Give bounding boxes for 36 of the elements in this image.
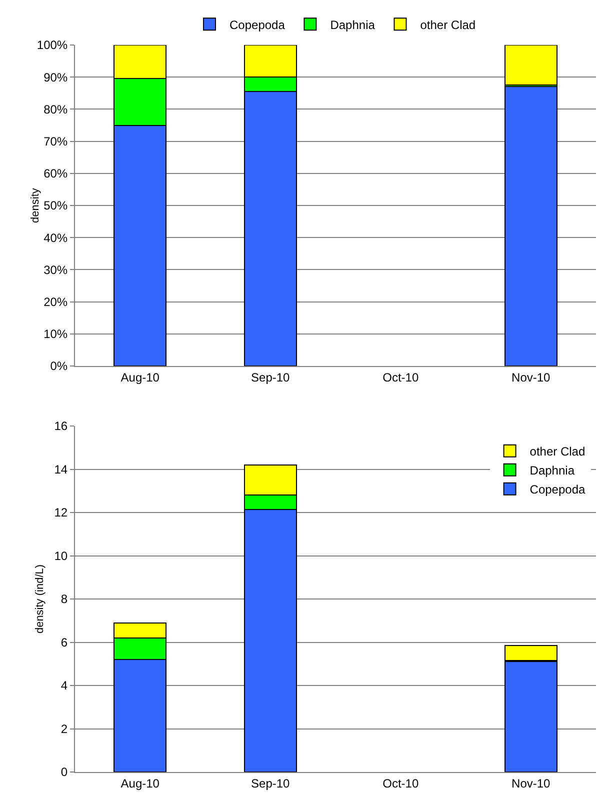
y-axis-title: density (ind/L) <box>34 564 46 634</box>
y-tick-label: 0 <box>60 765 68 780</box>
legend-label: Daphnia <box>530 464 575 478</box>
x-tick-label: Nov-10 <box>512 776 551 790</box>
x-tick-label: Oct-10 <box>382 370 419 384</box>
x-tick-label: Sep-10 <box>251 370 290 384</box>
y-tick-label: 14 <box>54 462 68 476</box>
legend-label: other Clad <box>420 18 476 32</box>
x-tick-label: Oct-10 <box>382 776 419 790</box>
y-tick-label: 0% <box>50 359 68 374</box>
y-axis-title: density <box>30 188 42 223</box>
y-tick-label: 90% <box>44 70 68 84</box>
y-tick-label: 4 <box>60 678 68 693</box>
x-tick-label: Aug-10 <box>120 370 160 384</box>
x-tick-label: Nov-10 <box>512 370 551 384</box>
legend-label: Copepoda <box>230 18 286 32</box>
y-tick-label: 30% <box>44 262 68 277</box>
y-tick-label: 80% <box>44 102 68 116</box>
y-tick-label: 6 <box>60 635 68 650</box>
y-tick-label: 10% <box>44 327 68 342</box>
y-tick-label: 8 <box>60 592 68 606</box>
y-tick-label: 16 <box>54 419 68 434</box>
y-tick-label: 10 <box>54 548 68 563</box>
y-tick-label: 20% <box>44 295 68 309</box>
y-tick-label: 50% <box>44 198 68 213</box>
legend-label: other Clad <box>530 444 586 459</box>
x-tick-label: Sep-10 <box>251 776 290 790</box>
legend-label: Daphnia <box>330 18 376 32</box>
y-tick-label: 60% <box>44 166 68 181</box>
y-tick-label: 70% <box>44 134 68 148</box>
y-tick-label: 12 <box>54 506 68 520</box>
y-tick-label: 2 <box>60 722 68 736</box>
legend-label: Copepoda <box>530 482 586 497</box>
x-tick-label: Aug-10 <box>120 776 160 790</box>
y-tick-label: 40% <box>44 230 68 245</box>
y-tick-label: 100% <box>36 38 68 52</box>
